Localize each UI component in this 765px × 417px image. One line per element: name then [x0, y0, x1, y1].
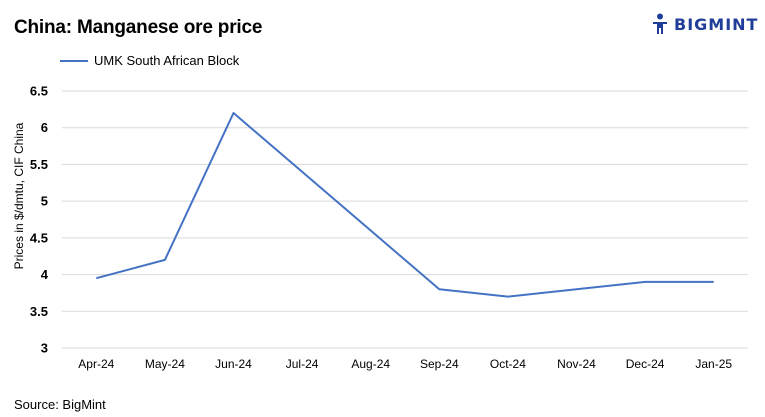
series-layer — [96, 112, 714, 298]
bigmint-figure-icon — [653, 13, 667, 34]
chart-title: China: Manganese ore price — [14, 17, 263, 38]
y-tick-label: 5.5 — [30, 157, 48, 172]
x-tick-label: Aug-24 — [351, 357, 390, 371]
grid-layer — [62, 90, 748, 349]
y-tick-labels: 3 3.5 4 4.5 5 5.5 6 6.5 — [30, 84, 49, 356]
chart-legend: UMK South African Block — [60, 53, 239, 68]
y-tick-label: 3.5 — [30, 304, 48, 319]
legend-label: UMK South African Block — [94, 53, 240, 68]
x-tick-label: Oct-24 — [490, 357, 526, 371]
x-tick-label: Dec-24 — [626, 357, 665, 371]
x-tick-label: Jul-24 — [286, 357, 319, 371]
x-tick-label: May-24 — [145, 357, 185, 371]
y-tick-label: 6.5 — [30, 84, 48, 99]
series-line — [96, 112, 714, 298]
source-note: Source: BigMint — [14, 397, 106, 412]
x-tick-labels: Apr-24 May-24 Jun-24 Jul-24 Aug-24 Sep-24 Oct-… — [78, 357, 732, 371]
y-axis-label: Prices in $/dmtu, CIF China — [12, 122, 26, 269]
y-tick-label: 4.5 — [30, 230, 48, 245]
brand-name: BIGMINT — [674, 14, 759, 34]
x-tick-label: Apr-24 — [78, 357, 114, 371]
x-tick-label: Sep-24 — [420, 357, 459, 371]
x-tick-label: Nov-24 — [557, 357, 596, 371]
y-tick-label: 6 — [41, 120, 48, 135]
x-tick-label: Jan-25 — [695, 357, 732, 371]
legend-swatch — [60, 59, 88, 62]
y-tick-label: 5 — [41, 194, 48, 209]
x-tick-label: Jun-24 — [215, 357, 252, 371]
y-tick-label: 3 — [41, 341, 48, 356]
y-tick-label: 4 — [41, 267, 49, 282]
brand-logo: BIGMINT — [650, 13, 758, 35]
